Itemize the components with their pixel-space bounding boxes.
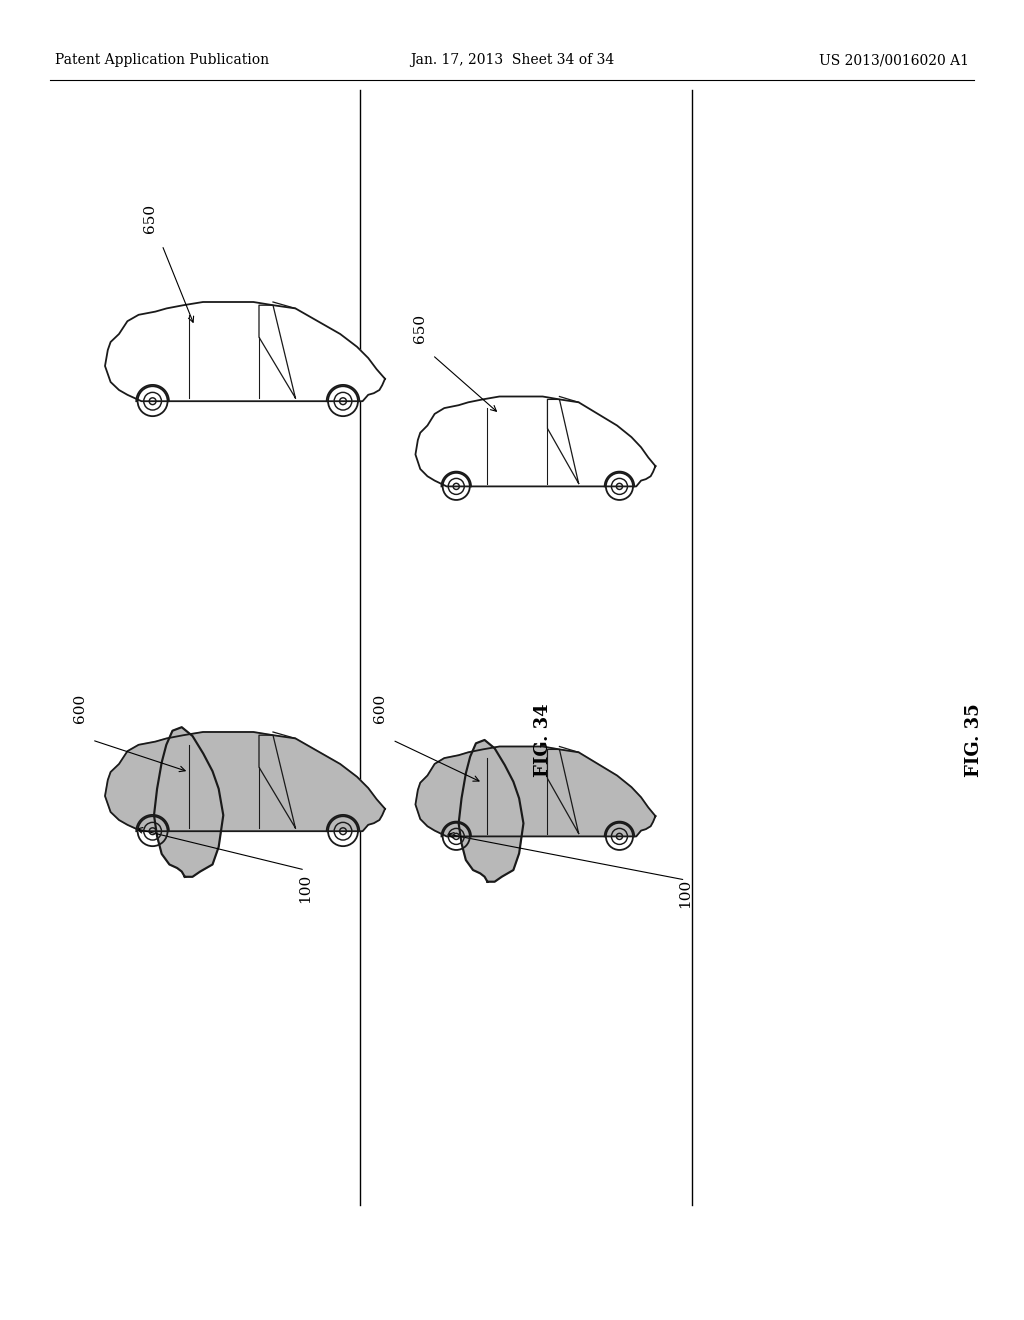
Polygon shape [105,302,385,401]
Text: 100: 100 [679,879,692,908]
Text: Jan. 17, 2013  Sheet 34 of 34: Jan. 17, 2013 Sheet 34 of 34 [410,53,614,67]
Text: 650: 650 [143,203,157,234]
Polygon shape [459,741,523,882]
Text: 600: 600 [73,694,87,723]
Text: Patent Application Publication: Patent Application Publication [55,53,269,67]
Polygon shape [105,733,385,832]
Text: 100: 100 [298,874,312,903]
Polygon shape [154,727,223,876]
Text: FIG. 34: FIG. 34 [534,704,552,776]
Text: US 2013/0016020 A1: US 2013/0016020 A1 [819,53,969,67]
Polygon shape [416,396,655,486]
Text: 600: 600 [374,694,387,723]
Polygon shape [416,747,655,837]
Text: FIG. 35: FIG. 35 [965,704,983,777]
Text: 650: 650 [414,314,427,343]
